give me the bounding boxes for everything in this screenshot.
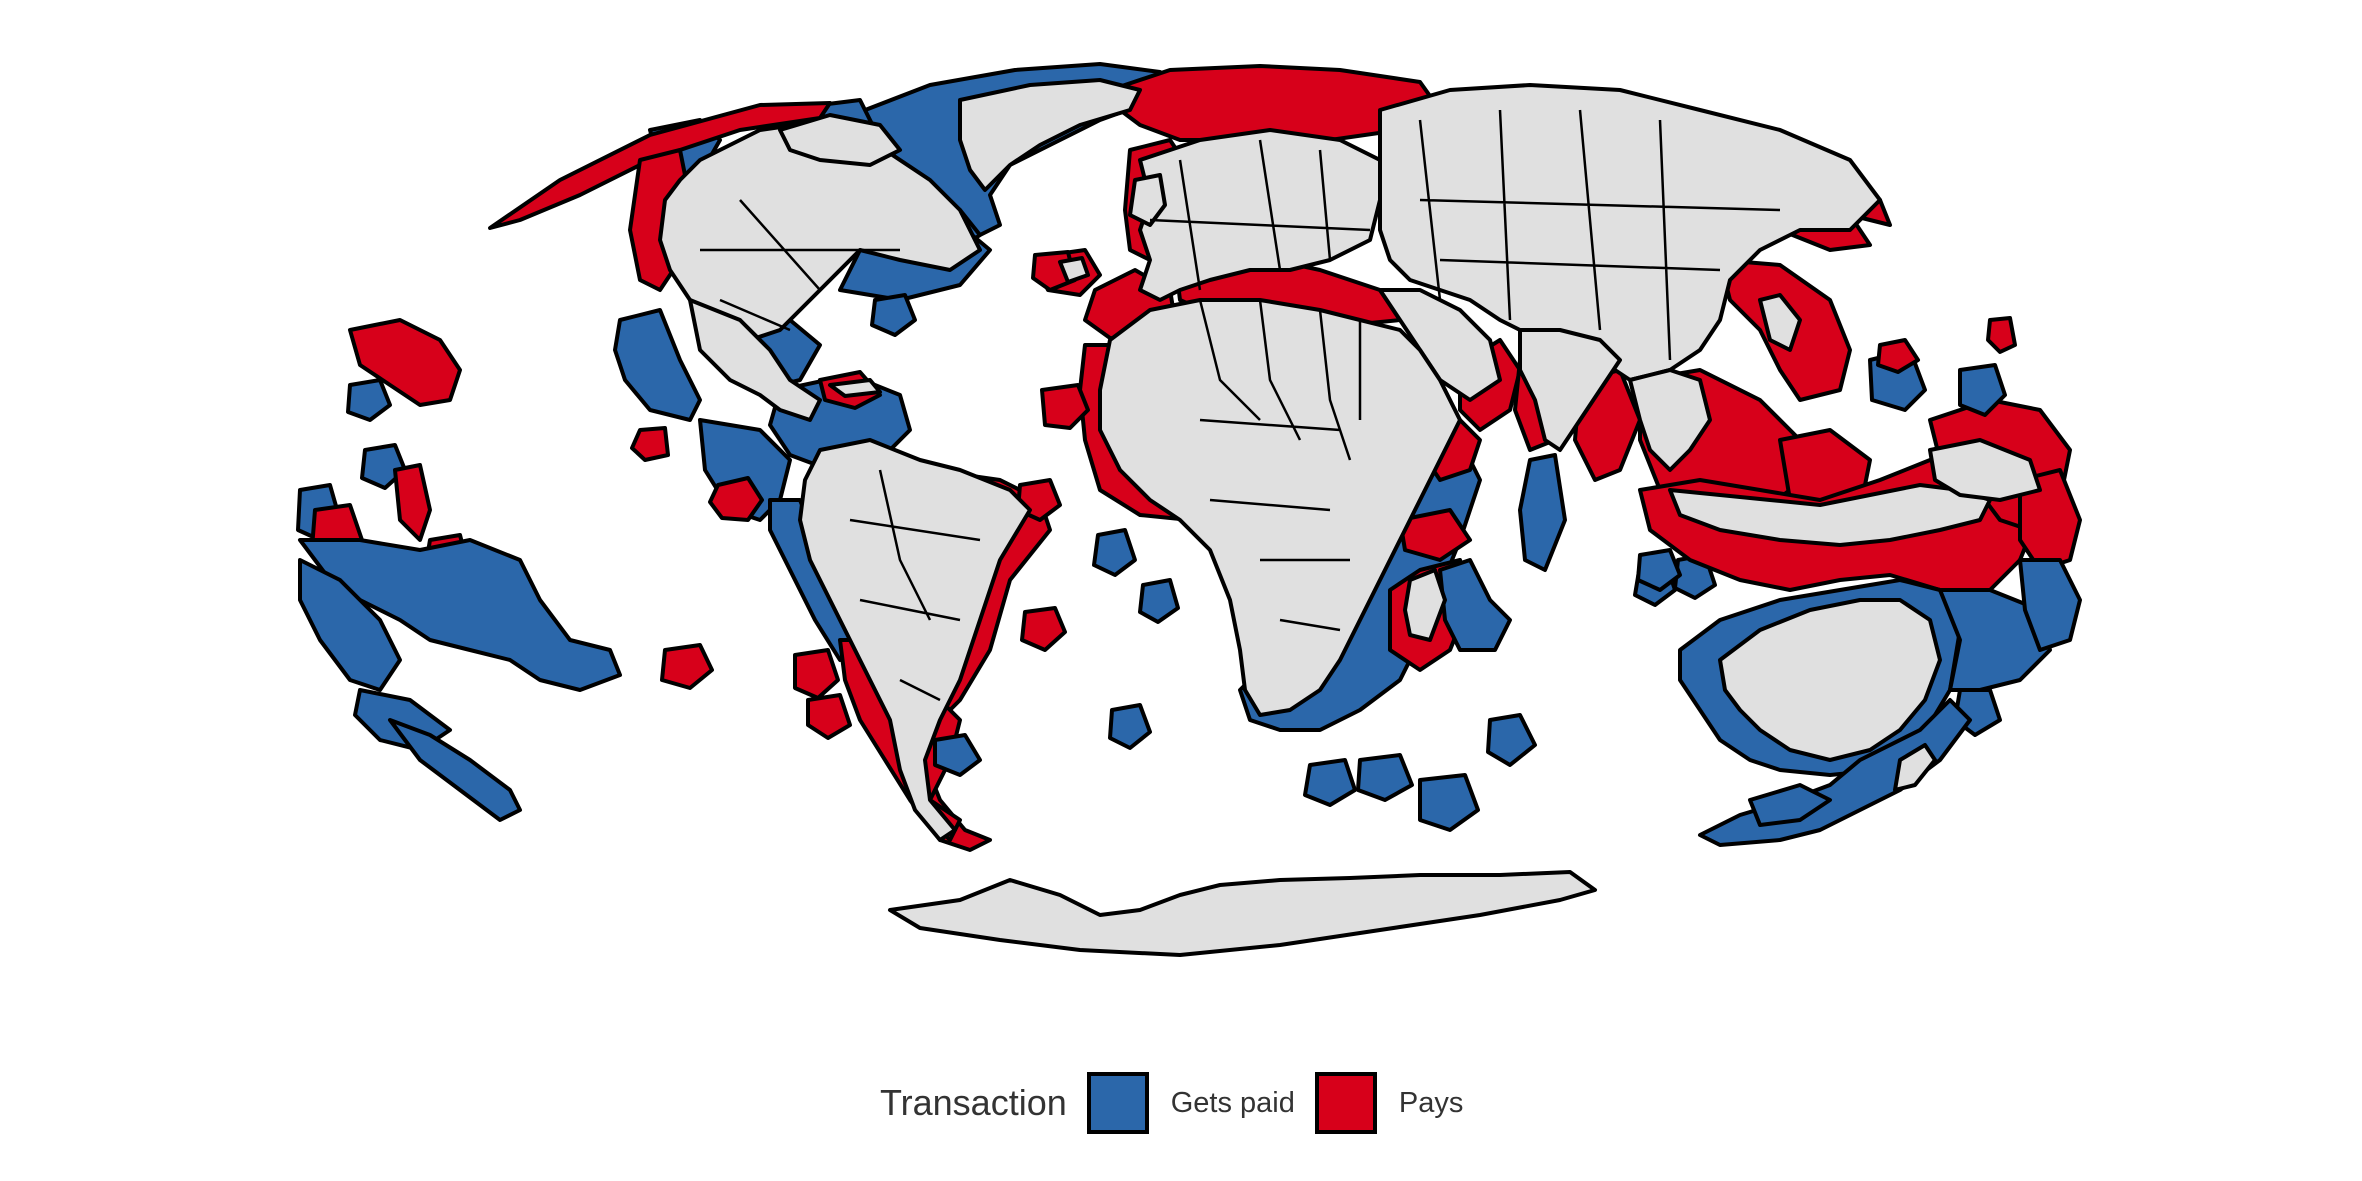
legend-label-gets-paid: Gets paid [1170,1086,1295,1119]
eez-prince-edward [1356,753,1414,802]
eez-south-atlantic-1 [1092,528,1137,577]
eez-marshall [1958,363,2007,417]
land-new-zealand [1893,743,1937,792]
land-cuba [828,378,882,398]
legend-swatch-gets-paid [1086,1072,1149,1134]
eez-crozet [1303,758,1357,807]
eez-pacific-blue-1 [346,378,392,422]
eez-canary [1040,383,1090,430]
eez-pacific-arc [388,718,522,822]
country-borders [700,109,1781,702]
legend: Transaction Gets paid Pays [880,1068,1483,1138]
eez-galapagos [708,476,764,522]
land-uk [1128,173,1167,227]
eez-chile-islands [793,648,840,700]
land-europe [1138,128,1382,302]
eez-coral-sea [1938,588,2052,692]
eez-mascarene [1438,558,1512,652]
eez-tonga-fiji [2018,558,2082,652]
eez-pacific-isle-red [630,426,670,462]
eez-polynesia-2 [298,558,402,692]
eez-comoros [1398,508,1472,562]
eez-mexico-west [613,308,702,422]
land-australia [1718,598,1942,762]
eez-christmas [1636,548,1682,592]
legend-item-gets-paid: Gets paid [1086,1072,1295,1134]
eez-bermuda [870,293,917,337]
eez-pacific-red-7 [660,643,714,690]
eez-pacific-red-3 [393,463,432,542]
eez-maldives [1518,453,1567,572]
legend-swatch-pays [1314,1072,1377,1134]
land-central-america [688,298,822,422]
eez-chile-islands2 [806,693,852,740]
land-new-guinea [1928,438,2042,502]
eez-solomon [2018,468,2082,572]
land-canada-islands [778,113,902,167]
land-india [1518,328,1622,452]
land-indonesia [1668,483,1992,547]
legend-label-pays: Pays [1398,1086,1464,1119]
eez-kerguelen [1486,713,1537,767]
eez-polynesia [298,538,622,692]
land-se-asia [1628,368,1712,472]
eez-trindade [1020,606,1067,652]
land-madagascar [1403,568,1447,642]
eez-subantarctic [1748,783,1832,827]
eez-guam [1876,338,1920,374]
land-greenland [958,78,1142,192]
eez-falklands [933,733,982,777]
eez-hawaii [348,318,462,407]
land-antarctica [888,870,1597,957]
legend-item-pays: Pays [1314,1072,1464,1134]
eez-heard [1418,773,1480,832]
land-japan [1758,293,1802,352]
land-africa [1098,298,1462,717]
eez-kiribati [1986,316,2017,354]
eez-tristan [1108,703,1152,750]
eez-south-atlantic-2 [1138,578,1180,624]
land-iceland [1058,256,1090,284]
legend-title: Transaction [880,1082,1067,1123]
